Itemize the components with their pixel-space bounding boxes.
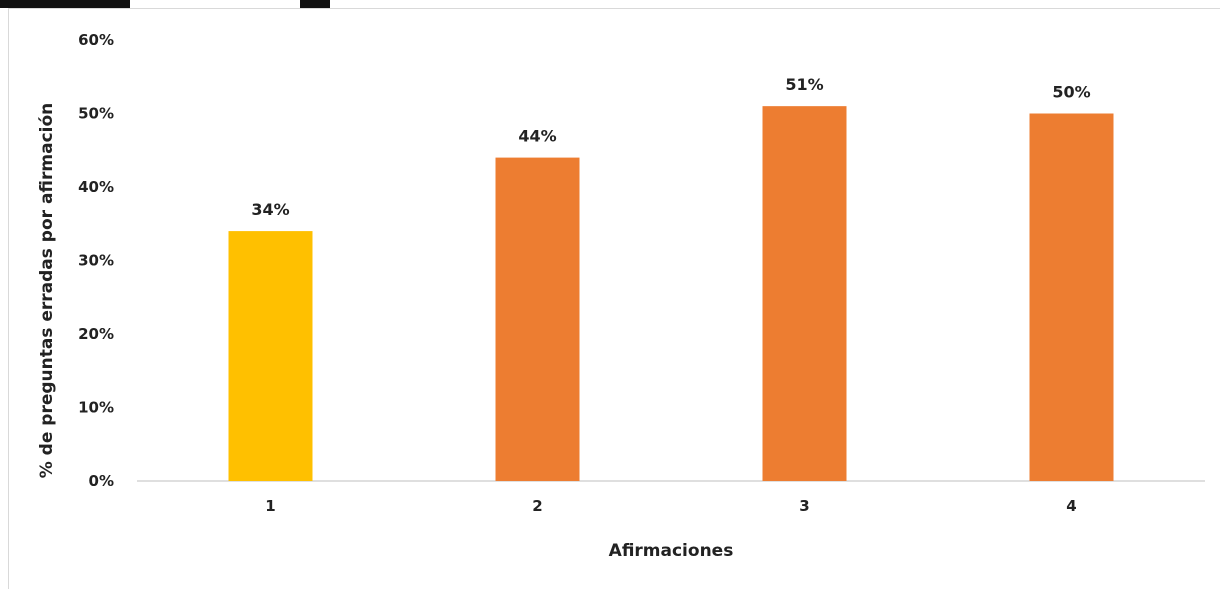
data-label-1: 34% (251, 200, 289, 219)
bar-3 (762, 106, 847, 482)
y-axis-title: % de preguntas erradas por afirmación (37, 103, 57, 479)
y-axis-ticks: 0% 10% 20% 30% 40% 50% 60% (78, 31, 114, 490)
y-tick-label: 10% (78, 399, 114, 417)
x-tick-label-3: 3 (799, 497, 809, 515)
bar-1 (228, 231, 313, 481)
data-label-2: 44% (518, 127, 556, 146)
cropped-title-strip (0, 0, 1220, 8)
bar-4 (1029, 113, 1114, 481)
x-tick-label-1: 1 (265, 497, 275, 515)
x-axis-ticks: 1 2 3 4 (265, 497, 1076, 515)
x-tick-label-4: 4 (1066, 497, 1076, 515)
data-label-3: 51% (785, 75, 823, 94)
y-tick-label: 0% (89, 472, 114, 490)
data-label-4: 50% (1052, 83, 1090, 102)
y-tick-label: 50% (78, 105, 114, 123)
bar-2 (495, 157, 580, 481)
y-tick-label: 30% (78, 252, 114, 270)
x-tick-label-2: 2 (532, 497, 542, 515)
bars: 34% 44% 51% 50% (228, 75, 1114, 482)
x-axis-title: Afirmaciones (609, 541, 734, 561)
y-tick-label: 20% (78, 325, 114, 343)
chart-frame (8, 8, 1220, 589)
y-tick-label: 60% (78, 31, 114, 49)
y-tick-label: 40% (78, 178, 114, 196)
